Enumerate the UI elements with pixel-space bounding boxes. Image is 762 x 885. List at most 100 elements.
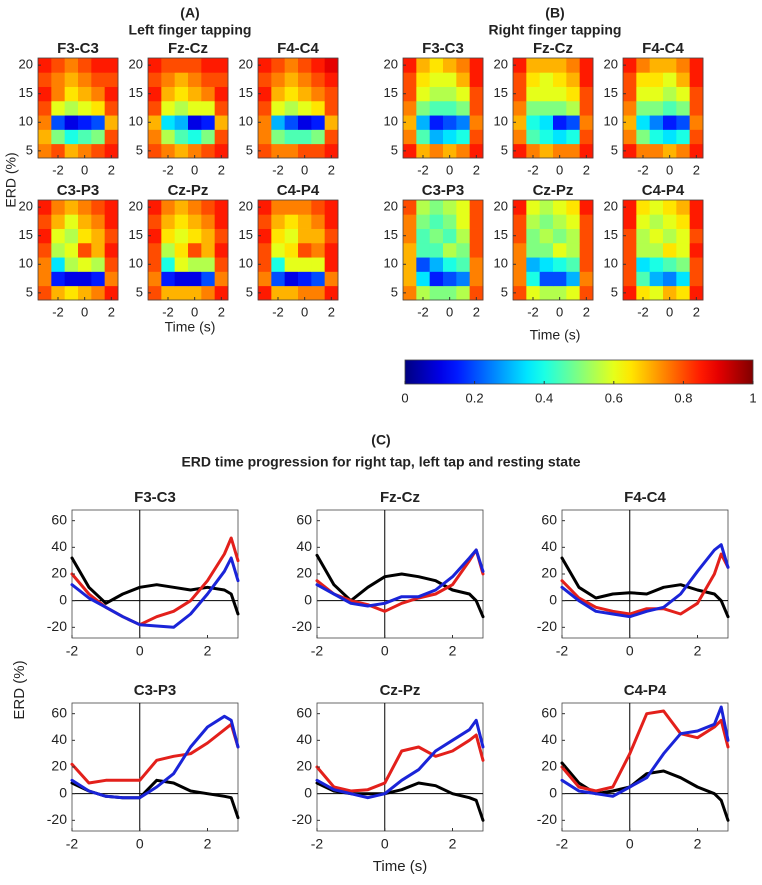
heatmap-cell (188, 214, 202, 229)
heatmap-cell (38, 86, 52, 102)
heatmap-cell (566, 285, 581, 301)
heatmap-cell (456, 100, 471, 116)
heatmap-cell (214, 58, 229, 73)
y-tick-label: 15 (239, 227, 253, 242)
x-tick-label: 2 (449, 836, 457, 852)
heatmap-cell (513, 58, 527, 73)
y-tick-label: 10 (604, 256, 618, 271)
y-tick-label: 10 (129, 114, 143, 129)
heatmap-cell (161, 129, 176, 145)
heatmap-cell (443, 271, 457, 287)
heatmap-cell (526, 242, 541, 258)
y-tick-label: -20 (537, 811, 557, 827)
y-tick-label: 0 (304, 784, 312, 800)
heatmap-cell (104, 115, 119, 130)
heatmap-cell (258, 58, 272, 73)
heatmap-cell (526, 72, 541, 87)
heatmap-cell (443, 100, 457, 116)
heatmap-cell (91, 100, 106, 116)
heatmap-cell (649, 100, 664, 116)
heatmap-cell (258, 86, 272, 102)
heatmap-cell (324, 100, 339, 116)
colorbar-tick-label: 0.2 (466, 390, 484, 405)
series-line (560, 556, 730, 619)
heatmap-cell (443, 228, 457, 244)
y-tick-label: 20 (19, 57, 33, 72)
y-tick-label: 20 (494, 199, 508, 214)
heatmap-cell (456, 285, 471, 301)
heatmap-cell (689, 257, 704, 272)
heatmap-cell (416, 214, 431, 229)
heatmap-cell (623, 100, 637, 116)
heatmap-cell (689, 143, 704, 159)
heatmap-cell (324, 129, 339, 145)
heatmap-cell (649, 72, 664, 87)
heatmap-cell (161, 100, 176, 116)
heatmap-cell (201, 100, 216, 116)
heatmap-cell (513, 271, 527, 287)
series-line (560, 709, 730, 793)
heatmap-cell (51, 86, 66, 102)
heatmap-cell (174, 285, 189, 301)
y-axis-label: ERD (%) (3, 152, 19, 207)
heatmap-cell (214, 285, 229, 301)
heatmap-cell (579, 285, 594, 301)
heatmap-cell (174, 100, 189, 116)
series-line (315, 718, 485, 800)
heatmap-cell (214, 228, 229, 244)
subplot-title: Cz-Pz (380, 682, 421, 699)
heatmap-cell (214, 143, 229, 159)
heatmap-cell (469, 214, 484, 229)
heatmap-cell (78, 115, 92, 130)
heatmap-cell (258, 271, 272, 287)
heatmap-cell (38, 72, 52, 87)
heatmap-cell (324, 257, 339, 272)
heatmap-cell (271, 72, 286, 87)
y-tick-label: 40 (541, 731, 557, 747)
axes-frame (402, 199, 484, 301)
heatmap-cell (663, 100, 677, 116)
heatmap-cell (78, 72, 92, 87)
heatmap-cell (104, 200, 119, 215)
heatmap-cell (676, 242, 691, 258)
heatmap-cell (579, 58, 594, 73)
heatmap-cell (161, 58, 176, 73)
heatmap-cell (78, 100, 92, 116)
heatmap-cell (201, 86, 216, 102)
y-tick-label: 0 (549, 784, 557, 800)
heatmap-cell (649, 271, 664, 287)
x-axis-label: Time (s) (165, 319, 216, 335)
heatmap-cell (311, 100, 326, 116)
subplot-title: F4-C4 (624, 489, 666, 506)
heatmap-cell (91, 86, 106, 102)
y-tick-label: 20 (239, 199, 253, 214)
heatmap-cell (676, 58, 691, 73)
heatmap-cell (539, 200, 554, 215)
heatmap-cell (91, 271, 106, 287)
heatmap-cell (636, 200, 651, 215)
heatmap-cell (201, 58, 216, 73)
heatmap-cell (553, 285, 567, 301)
y-tick-label: 5 (136, 284, 143, 299)
heatmap-cell (539, 271, 554, 287)
heatmap-cell (148, 257, 162, 272)
heatmap-cell (148, 72, 162, 87)
series-line (315, 548, 485, 608)
heatmap-cell (429, 143, 444, 159)
heatmap-cell (539, 242, 554, 258)
heatmap-cell (689, 100, 704, 116)
x-tick-label: 0 (381, 836, 389, 852)
heatmap-cell (553, 257, 567, 272)
x-tick-label: -2 (272, 162, 284, 177)
heatmap-cell (469, 115, 484, 130)
y-tick-label: 20 (384, 199, 398, 214)
panel-label: (A) (180, 5, 199, 21)
heatmap-cell (174, 271, 189, 287)
axes-frame (561, 509, 729, 639)
heatmap-cell (284, 257, 299, 272)
x-tick-label: 2 (204, 836, 212, 852)
y-tick-label: 15 (129, 85, 143, 100)
heatmap-cell (188, 257, 202, 272)
axes-frame (37, 57, 119, 159)
y-tick-label: 15 (19, 227, 33, 242)
